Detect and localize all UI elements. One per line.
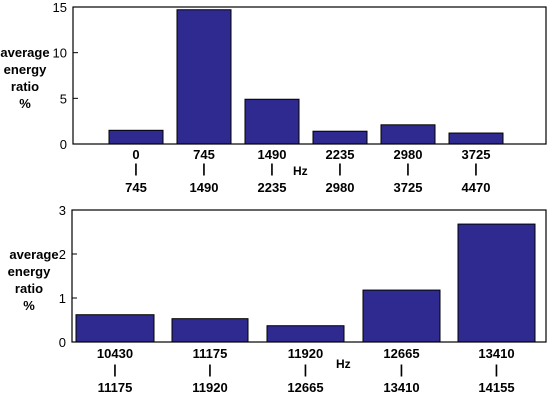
top-bar-3 (312, 130, 368, 145)
top-ytick-label-2: 10 (53, 46, 67, 61)
top-xtick-5-from: 3725 (462, 147, 491, 162)
bottom-xtick-4-from: 13410 (478, 346, 514, 361)
top-xtick-0-to: 745 (125, 180, 147, 195)
top-xtick-2-to: 2235 (258, 180, 287, 195)
top-xtick-3-from: 2235 (326, 147, 355, 162)
top-xtick-4-from: 2980 (394, 147, 423, 162)
bottom-xtick-0-sep: | (113, 362, 117, 377)
bottom-bar-4 (457, 223, 536, 343)
bottom-bar-1 (171, 318, 249, 343)
bottom-xtick-1-from: 11175 (193, 346, 228, 361)
top-xunit: Hz (293, 164, 308, 178)
bottom-ylabel-line-4: % (23, 298, 35, 313)
top-ytick-label-3: 15 (53, 0, 67, 15)
bottom-xtick-4-sep: | (495, 362, 499, 377)
top-xtick-5-to: 4470 (462, 180, 491, 195)
bottom-xtick-1-to: 11920 (192, 380, 227, 395)
top-xtick-2-from: 1490 (258, 147, 287, 162)
top-xtick-4-to: 3725 (394, 180, 423, 195)
top-bar-0 (108, 129, 164, 145)
bottom-xtick-2-from: 11920 (288, 346, 323, 361)
top-ylabel-line-3: ratio (11, 79, 39, 94)
top-bar-1 (176, 9, 232, 145)
bottom-ytick-label-1: 1 (59, 291, 66, 306)
top-xtick-0-from: 0 (132, 147, 139, 162)
bottom-xtick-3-to: 13410 (383, 380, 419, 395)
bottom-ytick-label-0: 0 (59, 335, 66, 350)
bottom-ytick-label-2: 2 (59, 247, 66, 262)
bottom-xtick-3-sep: | (400, 362, 404, 377)
top-xtick-2-sep: | (270, 161, 274, 176)
bottom-plot-frame (71, 209, 547, 343)
top-xtick-5-sep: | (474, 161, 478, 176)
bottom-xtick-0-to: 11175 (98, 380, 133, 395)
bottom-bar-2 (266, 325, 345, 343)
bottom-ylabel-line-2: energy (8, 264, 51, 279)
top-bar-2 (244, 98, 300, 145)
bottom-ylabel-line-3: ratio (15, 281, 43, 296)
top-ylabel-line-1: average (0, 45, 49, 60)
bottom-xtick-1-sep: | (208, 362, 212, 377)
bottom-xunit: Hz (336, 357, 351, 371)
bottom-xtick-3-from: 12665 (383, 346, 419, 361)
top-ylabel-line-2: energy (4, 62, 47, 77)
top-xtick-1-to: 1490 (190, 180, 219, 195)
bottom-ytick-label-3: 3 (59, 203, 66, 218)
top-ylabel-line-4: % (19, 96, 31, 111)
top-bar-5 (448, 132, 504, 145)
bottom-xtick-2-sep: | (304, 362, 308, 377)
top-ytick-label-0: 0 (60, 137, 67, 152)
top-ytick-label-1: 5 (60, 91, 67, 106)
bottom-bar-0 (75, 314, 155, 343)
bottom-xtick-2-to: 12665 (287, 380, 323, 395)
top-xtick-0-sep: | (134, 161, 138, 176)
top-plot-frame (72, 6, 547, 145)
bottom-xtick-0-from: 10430 (97, 346, 133, 361)
top-xtick-4-sep: | (406, 161, 410, 176)
bottom-ylabel-line-1: average (9, 247, 58, 262)
top-bar-4 (380, 124, 436, 145)
bottom-bar-3 (362, 289, 441, 343)
bottom-xtick-4-to: 14155 (478, 380, 514, 395)
top-xtick-1-sep: | (202, 161, 206, 176)
top-xtick-3-to: 2980 (326, 180, 355, 195)
top-xtick-1-from: 745 (193, 147, 215, 162)
top-xtick-3-sep: | (338, 161, 342, 176)
